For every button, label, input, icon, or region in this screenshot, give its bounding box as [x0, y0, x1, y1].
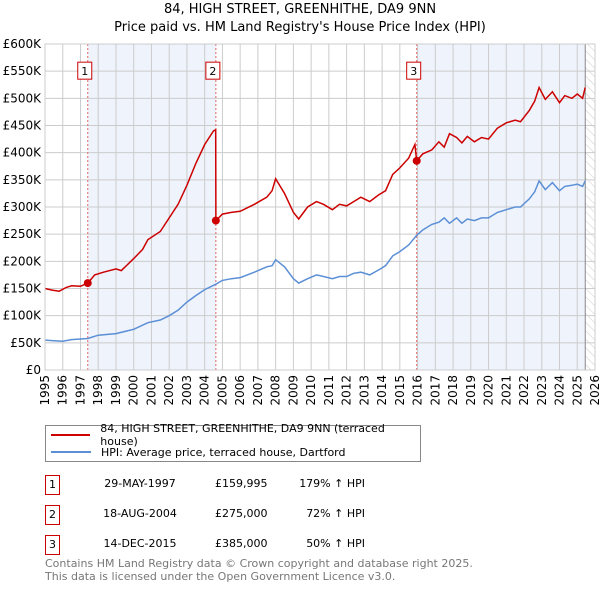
y-tick-label: £150K	[3, 282, 43, 296]
legend-item-property: 84, HIGH STREET, GREENHITHE, DA9 9NN (te…	[46, 422, 420, 448]
y-tick-label: £450K	[3, 119, 43, 133]
x-tick-label: 2014	[375, 375, 389, 406]
y-tick-label: £350K	[3, 173, 43, 187]
y-tick-label: £200K	[3, 254, 43, 268]
y-tick-label: £600K	[3, 37, 43, 51]
x-tick-label: 2013	[357, 375, 371, 406]
plot-border	[44, 43, 596, 371]
x-tick-label: 2025	[570, 375, 584, 406]
x-tick-label: 1996	[56, 375, 70, 406]
x-tick-label: 2003	[180, 375, 194, 406]
transaction-date: 29-MAY-1997	[104, 477, 176, 490]
y-tick-label: £250K	[3, 227, 43, 241]
x-tick-label: 2008	[269, 375, 283, 406]
x-tick-label: 2021	[499, 375, 513, 406]
sale-point	[83, 279, 92, 288]
chart-title: 84, HIGH STREET, GREENHITHE, DA9 9NN	[163, 2, 437, 17]
transaction-price: £159,995	[215, 477, 268, 490]
x-tick-label: 2005	[215, 375, 229, 406]
y-tick-label: £500K	[3, 91, 43, 105]
x-tick-label: 2007	[251, 375, 265, 406]
x-tick-label: 2015	[393, 375, 407, 406]
series-line-property	[44, 85, 586, 292]
y-tick-label: £550K	[3, 64, 43, 78]
x-tick-label: 2000	[127, 375, 141, 406]
x-tick-label: 2009	[286, 375, 300, 406]
y-tick-label: £50K	[10, 336, 42, 350]
x-tick-label: 2006	[233, 375, 247, 406]
footer-copyright: Contains HM Land Registry data © Crown c…	[45, 557, 473, 570]
y-tick-label: £300K	[3, 200, 43, 214]
x-tick-label: 2010	[304, 375, 318, 406]
x-tick-label: 2023	[535, 375, 549, 406]
y-tick-label: £0	[26, 363, 41, 377]
chart-subtitle: Price paid vs. HM Land Registry's House …	[114, 20, 486, 35]
x-tick-label: 2012	[340, 375, 354, 406]
legend-label-property: 84, HIGH STREET, GREENHITHE, DA9 9NN (te…	[100, 422, 385, 448]
x-tick-label: 2024	[553, 375, 567, 406]
x-tick-label: 2018	[446, 375, 460, 406]
transaction-price: £385,000	[215, 537, 268, 550]
y-tick-label: £100K	[3, 309, 43, 323]
sale-label: 3	[410, 65, 417, 78]
x-tick-label: 2022	[517, 375, 531, 406]
series-line-hpi	[44, 179, 586, 342]
transaction-hpi: 72% ↑ HPI	[306, 507, 365, 520]
transaction-hpi: 179% ↑ HPI	[299, 477, 365, 490]
sale-label-box	[406, 61, 422, 80]
transaction-number: 3	[45, 535, 60, 555]
legend-label-hpi: HPI: Average price, terraced house, Dart…	[101, 445, 346, 459]
sale-label-box	[77, 61, 93, 80]
transaction-number: 1	[45, 475, 60, 495]
x-tick-label: 1999	[109, 375, 123, 406]
x-tick-label: 1995	[38, 375, 52, 406]
sale-label-box	[205, 61, 221, 80]
price-chart: £0 £50K £100K £150K £200K £250K £300K £350K £400…	[3, 37, 600, 406]
sale-label: 2	[209, 65, 216, 78]
sale-label: 1	[81, 65, 88, 78]
x-tick-label: 2019	[464, 375, 478, 406]
x-tick-label: 2002	[162, 375, 176, 406]
y-tick-label: £400K	[3, 146, 43, 160]
x-tick-label: 2026	[588, 375, 600, 406]
x-tick-label: 2004	[198, 375, 212, 406]
legend-swatch-property	[51, 434, 91, 436]
sale-point	[412, 156, 421, 165]
legend-item-hpi: HPI: Average price, terraced house, Dart…	[46, 444, 345, 460]
footer: Contains HM Land Registry data © Crown c…	[45, 557, 473, 583]
x-tick-label: 2011	[322, 375, 336, 406]
x-tick-label: 1998	[91, 375, 105, 406]
x-tick-label: 2017	[428, 375, 442, 406]
legend-swatch-hpi	[51, 451, 91, 453]
transaction-hpi: 50% ↑ HPI	[306, 537, 365, 550]
transaction-date: 18-AUG-2004	[103, 507, 177, 520]
x-tick-label: 2001	[144, 375, 158, 406]
legend: 84, HIGH STREET, GREENHITHE, DA9 9NN (te…	[45, 422, 421, 462]
x-tick-label: 1997	[73, 375, 87, 406]
transaction-date: 14-DEC-2015	[103, 537, 177, 550]
transaction-number: 2	[45, 505, 60, 525]
transaction-price: £275,000	[215, 507, 268, 520]
x-tick-label: 2020	[482, 375, 496, 406]
x-tick-label: 2016	[411, 375, 425, 406]
sale-point	[211, 216, 220, 225]
footer-licence: This data is licensed under the Open Gov…	[45, 570, 396, 583]
